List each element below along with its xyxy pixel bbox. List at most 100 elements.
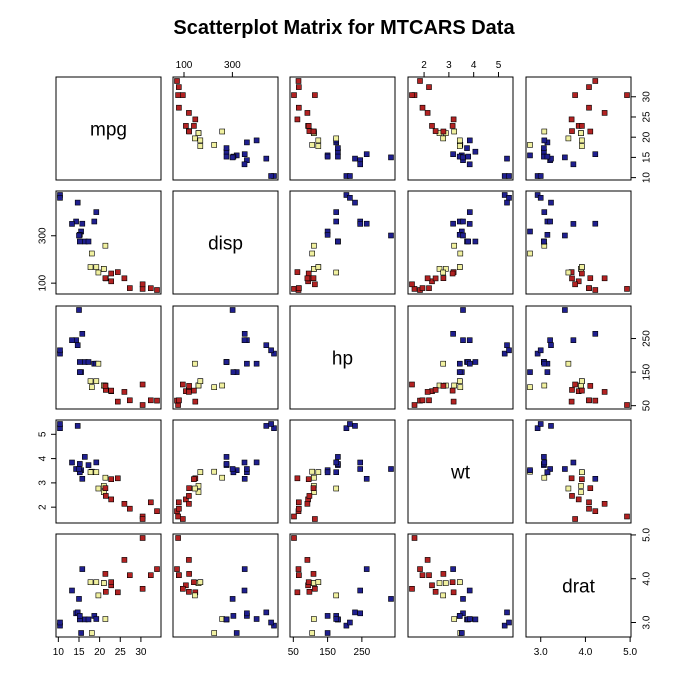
data-point [450,398,457,405]
data-point [57,421,63,427]
data-point [211,142,217,148]
data-point [592,508,599,515]
panel-drat-vs-disp [172,533,279,638]
tick-label: 3 [446,60,452,71]
data-point [186,571,192,577]
tick-label: 15 [642,151,653,163]
panel-drat-vs-wt [407,533,514,638]
data-point [527,467,533,474]
data-point [295,78,302,84]
axis-right-drat: 3.0 4.0 5.0 [630,528,653,629]
data-point [578,483,584,489]
data-point [343,622,350,629]
data-point [305,476,312,483]
data-point [69,587,75,594]
data-point [501,350,508,357]
data-point [241,161,248,168]
data-point [417,566,423,572]
data-point [544,232,551,238]
data-point [592,287,599,293]
data-point [294,116,301,123]
data-point [419,397,426,404]
data-point [527,228,533,235]
data-point [102,616,109,622]
data-point [102,242,109,249]
data-point [311,474,317,481]
data-point [541,145,547,151]
data-point [309,250,316,257]
data-point [501,192,508,198]
data-point [579,137,585,144]
data-point [195,489,202,495]
data-point [440,275,447,282]
data-point [79,220,86,227]
data-point [244,466,250,472]
data-point [601,389,608,395]
data-point [472,359,479,365]
data-point [223,359,230,365]
data-point [568,116,575,123]
data-point [541,474,548,481]
tick-label: 100 [38,274,49,291]
data-point [241,330,248,337]
data-point [426,84,432,90]
data-point [450,220,456,227]
data-point [601,110,608,116]
data-point [352,423,358,429]
data-point [466,137,473,144]
data-point [108,387,114,394]
tick-label: 5 [496,60,502,71]
data-point [304,110,311,116]
data-point [352,609,358,616]
data-point [139,585,146,592]
data-point [304,500,311,507]
data-point [291,513,297,520]
data-point [315,264,322,270]
panel-frame [525,419,632,524]
data-point [108,278,114,285]
data-point [357,459,364,466]
data-point [230,613,237,619]
data-point [534,350,541,357]
data-point [456,369,463,375]
axis-right-hp: 50 150 250 [630,330,653,411]
data-point [191,387,197,394]
data-point [175,535,181,541]
panel-frame [55,76,162,181]
axis-bottom-hp: 50 150 250 [288,636,371,658]
data-point [197,143,204,149]
data-point [197,469,204,476]
data-point [587,275,594,282]
data-point [57,619,63,626]
data-point [548,342,554,349]
data-point [223,145,230,151]
data-point [432,128,439,134]
data-point [229,466,236,472]
data-point [211,384,217,391]
data-point [575,278,582,285]
data-point [115,398,121,405]
data-point [578,130,584,136]
data-point [548,199,554,206]
data-point [311,616,317,622]
data-point [295,505,302,512]
data-point [419,104,426,111]
data-point [127,397,133,404]
data-point [506,195,512,201]
panel-hp-vs-drat [525,305,632,410]
data-point [472,238,479,245]
panel-frame [407,305,514,410]
data-point [460,337,466,344]
data-point [223,153,230,160]
data-point [219,474,225,481]
data-point [464,145,470,151]
data-point [411,402,418,408]
data-point [579,378,585,385]
data-point [409,585,415,592]
panel-hp-vs-disp [172,305,279,410]
data-point [419,572,426,579]
panel-frame [289,305,396,410]
tick-label: 150 [642,363,653,380]
data-point [333,459,340,466]
